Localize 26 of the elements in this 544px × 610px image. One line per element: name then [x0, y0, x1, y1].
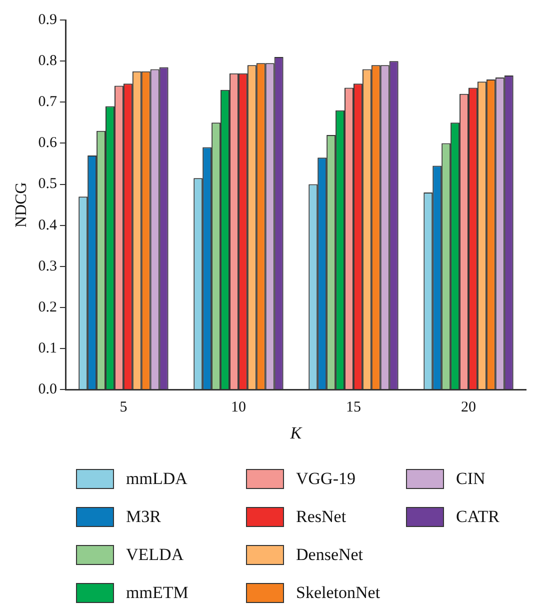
y-tick-label: 0.8	[38, 53, 57, 70]
x-tick-label: 20	[460, 400, 476, 416]
legend-label: mmETM	[126, 583, 188, 603]
y-tick-label: 0.4	[38, 217, 58, 234]
y-tick-label: 0.2	[38, 299, 57, 316]
legend-label: mmLDA	[126, 469, 188, 489]
legend-label: DenseNet	[296, 545, 364, 565]
y-tick-label: 0.0	[38, 382, 57, 398]
y-axis-title: NDCG	[12, 182, 30, 228]
legend-label: CIN	[456, 469, 486, 489]
y-tick-label: 0.1	[38, 340, 57, 356]
legend-label: SkeletonNet	[296, 583, 380, 603]
x-tick-label: 5	[120, 400, 128, 416]
legend-label: CATR	[456, 507, 500, 527]
y-tick-label: 0.3	[38, 258, 57, 274]
legend-label: M3R	[126, 507, 161, 527]
y-tick-label: 0.9	[38, 12, 57, 28]
legend-label: VELDA	[126, 545, 184, 565]
x-tick-label: 10	[230, 400, 246, 416]
y-tick-label: 0.5	[38, 176, 57, 192]
legend-label: ResNet	[296, 507, 346, 527]
x-axis-title: K	[289, 423, 304, 442]
y-tick-label: 0.6	[38, 135, 58, 152]
y-tick-label: 0.7	[38, 94, 58, 110]
legend-label: VGG-19	[296, 469, 356, 489]
x-tick-label: 15	[346, 400, 361, 416]
